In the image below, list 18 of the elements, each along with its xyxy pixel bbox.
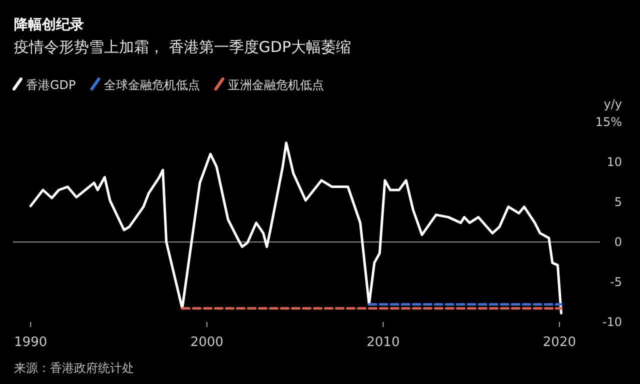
x-tick-label: 1990	[14, 335, 48, 350]
y-tick-label: -10	[602, 315, 622, 329]
y-tick-label: 0	[614, 235, 622, 249]
line-series	[29, 142, 562, 314]
y-tick-label: 15%	[595, 115, 622, 129]
chart-title: 降幅创纪录	[14, 17, 84, 33]
x-tick-label: 2010	[366, 335, 400, 350]
legend-label: 亚洲金融危机低点	[228, 78, 324, 92]
y-axis-title: y/y	[604, 97, 622, 111]
x-tick-label: 2000	[190, 335, 224, 350]
legend-label: 全球金融危机低点	[104, 78, 200, 92]
legend-label: 香港GDP	[26, 78, 76, 92]
y-tick-label: -5	[610, 275, 622, 289]
y-tick-label: 5	[614, 195, 622, 209]
source-note: 来源：香港政府统计处	[14, 361, 134, 375]
x-tick-label: 2020	[542, 335, 576, 350]
chart-subtitle: 疫情令形势雪上加霜， 香港第一季度GDP大幅萎缩	[14, 38, 351, 56]
y-tick-label: 10	[606, 155, 622, 169]
